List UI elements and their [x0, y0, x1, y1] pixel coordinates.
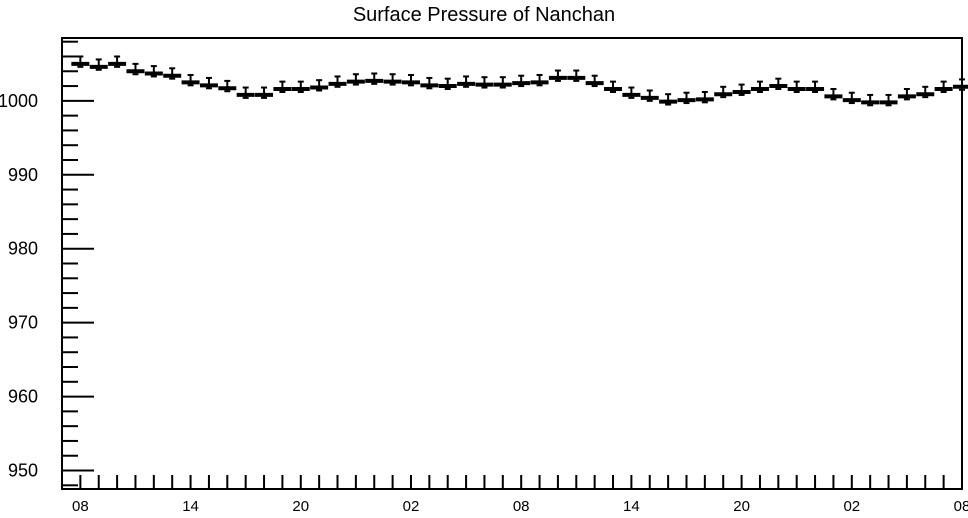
- data-point: [493, 76, 512, 89]
- x-tick-label: 02: [403, 498, 420, 515]
- data-point: [750, 80, 769, 93]
- x-tick-label: 02: [843, 498, 860, 515]
- data-point: [806, 80, 825, 93]
- data-point: [787, 80, 806, 93]
- plot-frame: [61, 37, 963, 490]
- x-tick-label: 20: [733, 498, 750, 515]
- data-point: [438, 77, 457, 91]
- x-tick-label: 20: [292, 498, 309, 515]
- data-point: [953, 78, 968, 91]
- data-point: [346, 73, 365, 86]
- data-point: [457, 75, 476, 88]
- data-point: [512, 74, 531, 88]
- data-point: [126, 62, 145, 76]
- data-point: [181, 73, 200, 87]
- pressure-series: [71, 55, 968, 107]
- data-point: [861, 93, 880, 107]
- data-point: [824, 88, 843, 101]
- data-point: [144, 65, 163, 78]
- chart-title: Surface Pressure of Nanchan: [352, 4, 616, 26]
- data-point: [659, 93, 678, 106]
- data-point: [916, 85, 935, 99]
- y-tick-label: 1000: [0, 91, 38, 111]
- y-axis: 950 960 970 980 990 1000: [0, 40, 94, 487]
- data-point: [218, 79, 237, 93]
- data-point: [714, 85, 733, 99]
- data-point: [677, 91, 696, 105]
- x-tick-label: 14: [623, 498, 640, 515]
- data-point: [695, 90, 714, 104]
- x-axis: 08 14 20 02 08 14 20 02 08: [72, 475, 968, 515]
- data-point: [236, 86, 255, 99]
- data-point: [897, 88, 916, 101]
- data-point: [108, 55, 127, 68]
- data-point: [291, 80, 310, 93]
- data-point: [163, 67, 182, 80]
- data-point: [383, 73, 402, 86]
- x-tick-label: 08: [954, 498, 968, 515]
- data-point: [842, 91, 861, 105]
- data-point: [732, 83, 751, 96]
- y-tick-label: 950: [8, 461, 38, 481]
- data-point: [71, 55, 90, 68]
- data-point: [328, 75, 347, 88]
- y-tick-label: 970: [8, 313, 38, 333]
- data-point: [548, 69, 567, 82]
- data-point: [310, 79, 329, 92]
- y-tick-label: 960: [8, 387, 38, 407]
- data-point: [255, 86, 274, 99]
- data-point: [604, 80, 623, 93]
- data-point: [934, 80, 953, 93]
- x-tick-label: 14: [182, 498, 199, 515]
- data-point: [401, 73, 420, 87]
- data-point: [273, 80, 292, 93]
- data-point: [567, 69, 586, 82]
- data-point: [475, 76, 494, 89]
- data-point: [640, 89, 659, 102]
- data-point: [199, 76, 218, 90]
- y-tick-label: 980: [8, 239, 38, 259]
- x-tick-label: 08: [513, 498, 530, 515]
- data-point: [365, 72, 384, 85]
- data-point: [622, 86, 641, 99]
- data-point: [89, 58, 108, 71]
- x-tick-label: 08: [72, 498, 89, 515]
- data-point: [769, 77, 788, 91]
- y-tick-label: 990: [8, 165, 38, 185]
- data-point: [420, 76, 439, 90]
- data-point: [585, 74, 604, 88]
- data-point: [879, 93, 898, 107]
- data-point: [530, 73, 549, 87]
